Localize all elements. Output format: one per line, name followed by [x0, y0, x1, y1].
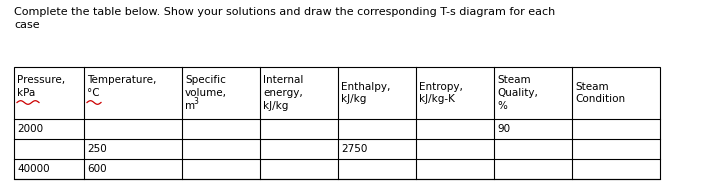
- Text: Specific: Specific: [185, 75, 226, 85]
- Text: 40000: 40000: [17, 164, 50, 174]
- Text: kJ/kg: kJ/kg: [263, 101, 288, 111]
- Text: m: m: [185, 101, 195, 111]
- Text: 2750: 2750: [341, 144, 367, 154]
- Text: Complete the table below. Show your solutions and draw the corresponding T-s dia: Complete the table below. Show your solu…: [14, 7, 555, 17]
- Text: 3: 3: [193, 97, 198, 107]
- Text: energy,: energy,: [263, 88, 303, 98]
- Text: volume,: volume,: [185, 88, 227, 98]
- Text: %: %: [497, 101, 507, 111]
- Text: kJ/kg: kJ/kg: [341, 94, 367, 104]
- Text: case: case: [14, 20, 40, 30]
- Text: 600: 600: [87, 164, 107, 174]
- Text: Temperature,: Temperature,: [87, 75, 156, 85]
- Text: 90: 90: [497, 124, 510, 134]
- Bar: [14, 67, 660, 179]
- Text: Quality,: Quality,: [497, 88, 538, 98]
- Text: Pressure,: Pressure,: [17, 75, 65, 85]
- Text: Internal: Internal: [263, 75, 304, 85]
- Text: 250: 250: [87, 144, 107, 154]
- Text: kPa: kPa: [17, 88, 35, 98]
- Text: Enthalpy,: Enthalpy,: [341, 82, 390, 92]
- Text: 2000: 2000: [17, 124, 43, 134]
- Text: Entropy,: Entropy,: [419, 82, 463, 92]
- Text: °C: °C: [87, 88, 100, 98]
- Text: Condition: Condition: [575, 94, 625, 104]
- Text: Steam: Steam: [575, 82, 608, 92]
- Text: Steam: Steam: [497, 75, 531, 85]
- Text: kJ/kg-K: kJ/kg-K: [419, 94, 455, 104]
